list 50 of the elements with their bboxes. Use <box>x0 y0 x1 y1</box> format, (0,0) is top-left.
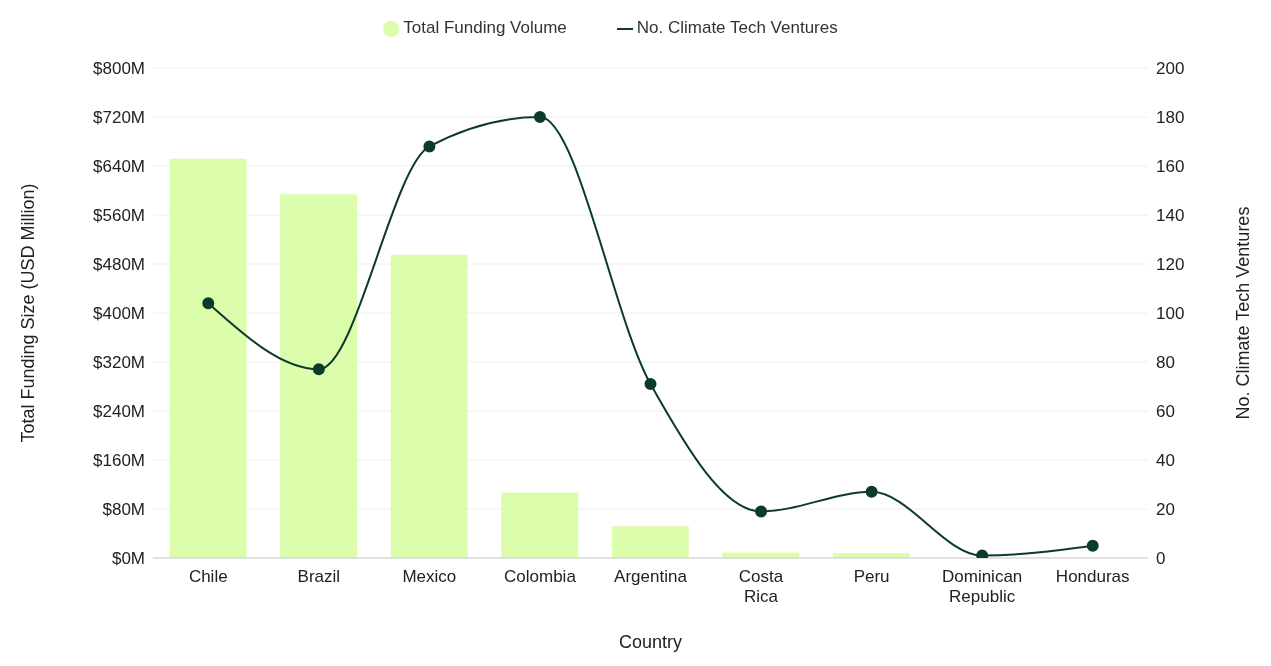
point <box>755 505 768 518</box>
legend-label: Total Funding Volume <box>403 18 567 37</box>
bar <box>390 254 468 558</box>
y2-tick-label: 160 <box>1156 157 1185 177</box>
y-tick-label: $320M <box>93 353 145 373</box>
y2-tick-label: 40 <box>1156 451 1175 471</box>
point <box>644 378 657 391</box>
y2-tick-label: 80 <box>1156 353 1175 373</box>
x-tick-label: Chile <box>188 567 228 586</box>
bar <box>501 492 579 558</box>
y-axis-title: Total Funding Size (USD Million) <box>18 183 39 443</box>
x-tick-label: Brazil <box>297 567 341 586</box>
y-tick-label: $80M <box>102 500 145 520</box>
bar <box>280 194 358 558</box>
point <box>312 363 325 376</box>
x-axis-title: Country <box>618 632 683 652</box>
y2-tick-label: 20 <box>1156 500 1175 520</box>
y-tick-label: $240M <box>93 402 145 422</box>
x-tick-label: Mexico <box>402 567 457 586</box>
bar <box>169 158 247 558</box>
x-tick-label: Argentina <box>614 567 688 586</box>
bar <box>722 552 800 558</box>
y2-tick-label: 140 <box>1156 206 1185 226</box>
point <box>1086 539 1099 552</box>
y2-tick-label: 120 <box>1156 255 1185 275</box>
x-tick-label: Costa Rica <box>738 567 784 606</box>
y-tick-label: $720M <box>93 108 145 128</box>
y2-tick-label: 0 <box>1156 549 1166 569</box>
x-tick-label: Honduras <box>1055 567 1130 586</box>
x-tick-label: Dominican Republic <box>942 567 1023 606</box>
point <box>533 111 546 123</box>
point <box>423 140 436 153</box>
bar <box>611 526 689 558</box>
y2-tick-label: 200 <box>1156 59 1185 79</box>
y-tick-label: $640M <box>93 157 145 177</box>
y-tick-label: $480M <box>93 255 145 275</box>
x-tick-label: Peru <box>853 567 890 586</box>
y-tick-label: $560M <box>93 206 145 226</box>
y2-tick-label: 100 <box>1156 304 1185 324</box>
y-tick-label: $0M <box>111 549 145 569</box>
point <box>865 485 878 498</box>
point <box>202 297 215 310</box>
y-tick-label: $800M <box>93 59 145 79</box>
x-tick-label: Colombia <box>504 567 577 586</box>
y2-tick-label: 180 <box>1156 108 1185 128</box>
y-tick-label: $160M <box>93 451 145 471</box>
y2-tick-label: 60 <box>1156 402 1175 422</box>
y2-axis-title: No. Climate Tech Ventures <box>1233 206 1254 420</box>
legend-label: No. Climate Tech Ventures <box>636 18 838 37</box>
y-tick-label: $400M <box>93 304 145 324</box>
